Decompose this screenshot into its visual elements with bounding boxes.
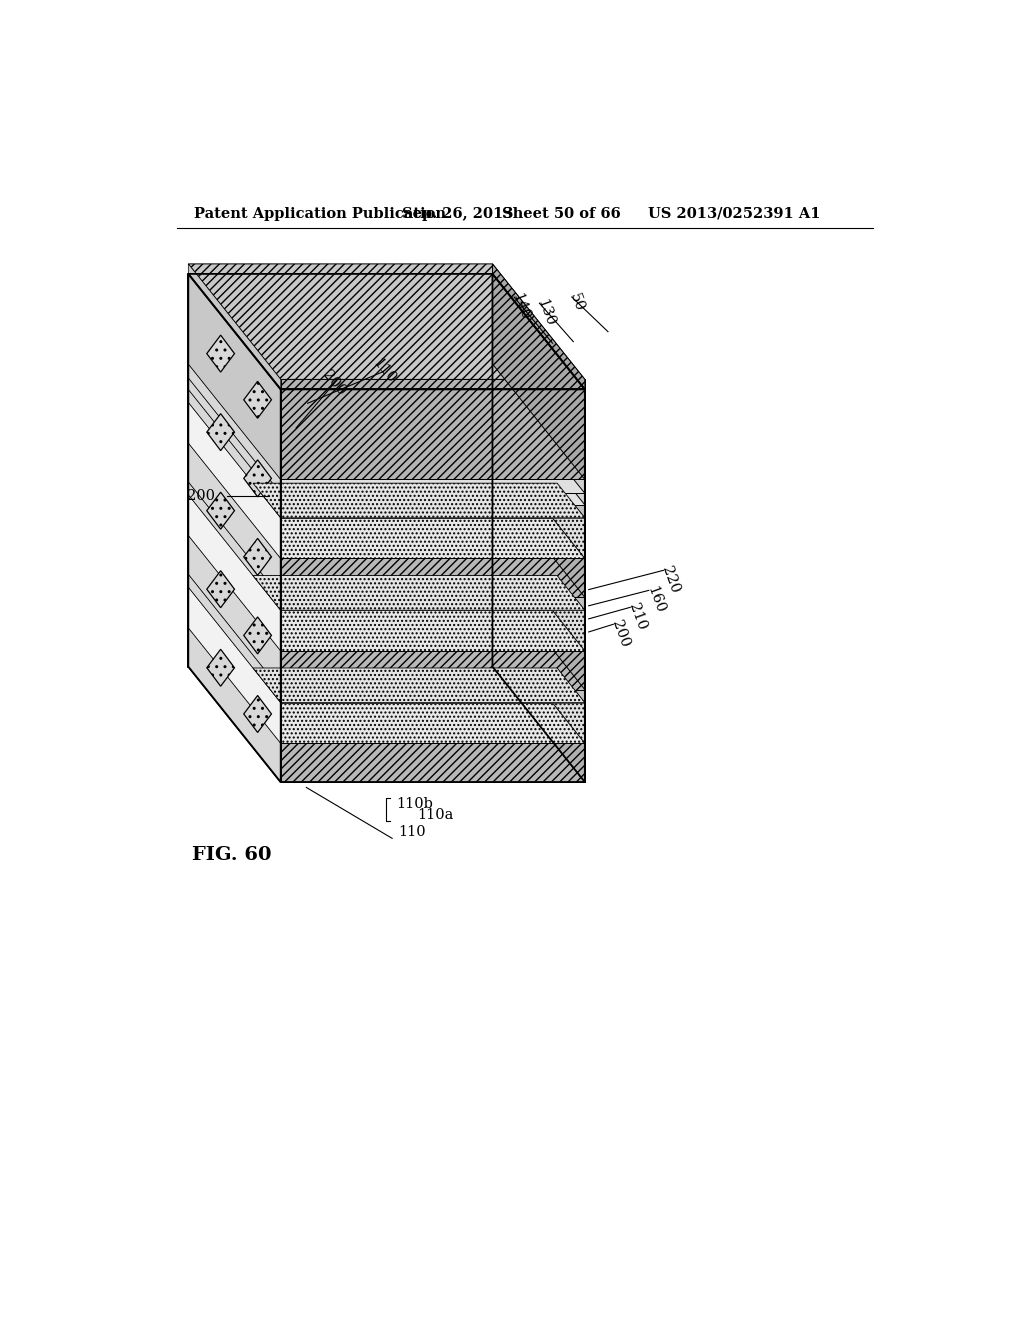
Polygon shape <box>188 264 585 379</box>
Polygon shape <box>188 444 585 558</box>
Polygon shape <box>188 536 585 651</box>
Text: 140: 140 <box>509 290 531 322</box>
Polygon shape <box>188 628 281 781</box>
Polygon shape <box>281 379 585 479</box>
Polygon shape <box>281 479 585 494</box>
Text: 220: 220 <box>659 564 682 595</box>
Text: Sep. 26, 2013: Sep. 26, 2013 <box>401 207 513 220</box>
Text: FIG. 60: FIG. 60 <box>193 846 271 865</box>
Polygon shape <box>244 539 271 576</box>
Polygon shape <box>207 492 234 529</box>
Polygon shape <box>281 689 585 702</box>
Text: 110a: 110a <box>417 808 454 822</box>
Polygon shape <box>188 574 585 689</box>
Polygon shape <box>281 651 585 689</box>
Polygon shape <box>188 444 281 598</box>
Polygon shape <box>493 482 585 610</box>
Polygon shape <box>253 668 585 702</box>
Polygon shape <box>493 444 585 598</box>
Polygon shape <box>188 364 281 494</box>
Polygon shape <box>188 628 585 743</box>
Polygon shape <box>188 495 585 610</box>
Polygon shape <box>493 587 585 743</box>
Polygon shape <box>493 389 585 517</box>
Polygon shape <box>188 389 281 517</box>
Text: 210: 210 <box>626 601 648 632</box>
Polygon shape <box>188 264 281 479</box>
Polygon shape <box>493 403 585 558</box>
Text: 200: 200 <box>321 368 349 399</box>
Text: 110b: 110b <box>396 797 433 810</box>
Text: 50: 50 <box>566 290 587 313</box>
Polygon shape <box>281 743 585 781</box>
Polygon shape <box>493 495 585 651</box>
Polygon shape <box>188 587 281 743</box>
Polygon shape <box>207 335 234 372</box>
Text: 160: 160 <box>644 585 668 615</box>
Polygon shape <box>493 574 585 702</box>
Polygon shape <box>207 570 234 607</box>
Polygon shape <box>281 517 585 558</box>
Polygon shape <box>188 495 281 651</box>
Polygon shape <box>244 616 271 653</box>
Polygon shape <box>493 628 585 781</box>
Polygon shape <box>493 364 585 494</box>
Polygon shape <box>188 378 281 506</box>
Polygon shape <box>281 494 585 506</box>
Polygon shape <box>188 574 281 702</box>
Polygon shape <box>188 378 585 494</box>
Polygon shape <box>188 536 281 689</box>
Text: 200: 200 <box>609 618 632 649</box>
Polygon shape <box>207 649 234 686</box>
Polygon shape <box>281 610 585 651</box>
Text: 110: 110 <box>370 355 398 385</box>
Polygon shape <box>188 364 585 479</box>
Polygon shape <box>281 598 585 610</box>
Polygon shape <box>188 275 281 781</box>
Text: 200: 200 <box>187 488 215 503</box>
Polygon shape <box>244 459 271 496</box>
Polygon shape <box>253 483 585 517</box>
Polygon shape <box>188 389 585 506</box>
Polygon shape <box>493 536 585 689</box>
Text: Patent Application Publication: Patent Application Publication <box>194 207 445 220</box>
Text: Sheet 50 of 66: Sheet 50 of 66 <box>503 207 622 220</box>
Polygon shape <box>188 403 585 517</box>
Polygon shape <box>281 506 585 517</box>
Polygon shape <box>188 482 281 610</box>
Polygon shape <box>188 482 585 598</box>
Polygon shape <box>244 381 271 418</box>
Text: 110: 110 <box>398 825 426 840</box>
Polygon shape <box>493 378 585 506</box>
Text: 130: 130 <box>535 297 557 327</box>
Polygon shape <box>207 413 234 450</box>
Polygon shape <box>493 264 585 479</box>
Polygon shape <box>281 702 585 743</box>
Text: US 2013/0252391 A1: US 2013/0252391 A1 <box>648 207 820 220</box>
Polygon shape <box>253 576 585 610</box>
Polygon shape <box>188 403 281 558</box>
Polygon shape <box>188 587 585 702</box>
Polygon shape <box>244 696 271 733</box>
Polygon shape <box>281 558 585 598</box>
